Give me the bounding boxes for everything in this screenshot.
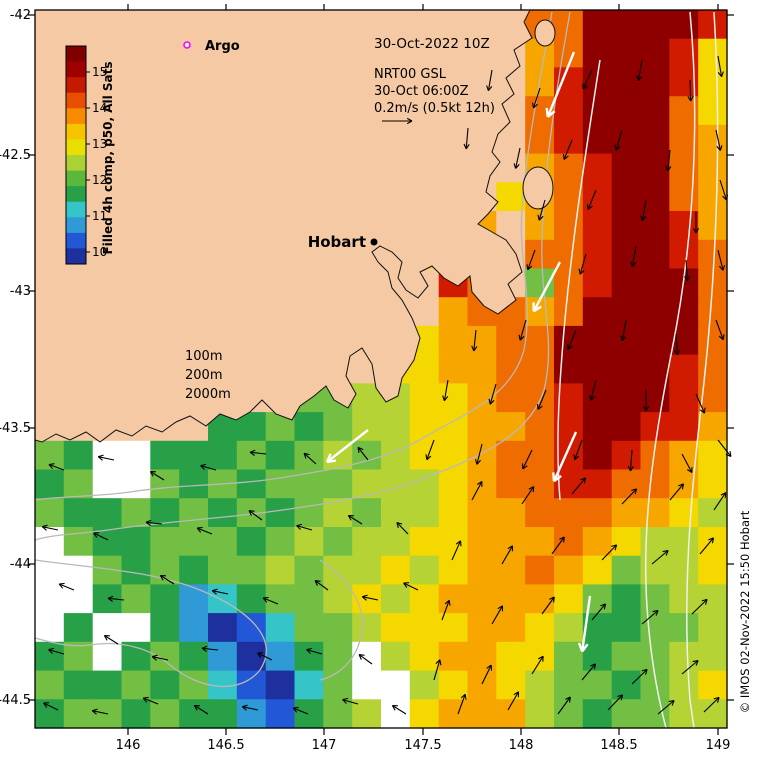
axis-ticks (28, 4, 734, 735)
y-axis-label: -42 (10, 8, 31, 23)
x-axis-label: 148.5 (600, 738, 637, 753)
x-axis-label: 147.5 (404, 738, 441, 753)
colorbar-tick: 11 (92, 209, 107, 223)
model-time-label: 30-Oct 06:00Z (374, 84, 469, 99)
map-datetime-label: 30-Oct-2022 10Z (374, 36, 490, 52)
model-name-label: NRT00 GSL (374, 67, 447, 82)
x-axis-label: 147 (312, 738, 337, 753)
colorbar-gradient (65, 45, 90, 265)
colorbar-tick: 10 (92, 245, 107, 259)
plot-frame (34, 9, 728, 729)
city-label-hobart: Hobart (308, 233, 366, 251)
y-axis-label: -43.5 (0, 421, 31, 436)
vector-scale-label: 0.2m/s (0.5kt 12h) (374, 101, 495, 116)
colorbar-label: Filled 4h comp, p50, All Sats (101, 61, 115, 254)
y-axis-label: -44.5 (0, 693, 31, 708)
y-axis-label: -44 (10, 557, 31, 572)
depth-label-100m: 100m (185, 349, 222, 364)
y-axis-label: -42.5 (0, 148, 31, 163)
argo-marker-icon (183, 41, 191, 49)
depth-label-200m: 200m (185, 368, 222, 383)
colorbar-tick: 13 (92, 137, 107, 151)
x-axis-label: 148 (509, 738, 534, 753)
tasmania-landmass (34, 9, 556, 443)
colorbar-tick: 14 (92, 101, 107, 115)
credit-text: © IMOS 02-Nov-2022 15:50 Hobart (738, 510, 752, 713)
geostrophic-white-arrows (325, 51, 592, 653)
current-vector-arrows (41, 55, 732, 715)
x-axis-label: 146 (116, 738, 141, 753)
colorbar-tick: 12 (92, 173, 107, 187)
depth-label-2000m: 2000m (185, 387, 231, 402)
y-axis-label: -43 (10, 284, 31, 299)
x-axis-label: 149 (706, 738, 731, 753)
city-dot-hobart (370, 238, 378, 246)
bathymetry-contours (34, 11, 719, 729)
x-axis-label: 146.5 (207, 738, 244, 753)
argo-legend-label: Argo (205, 39, 240, 54)
colorbar-tick: 15 (92, 65, 107, 79)
